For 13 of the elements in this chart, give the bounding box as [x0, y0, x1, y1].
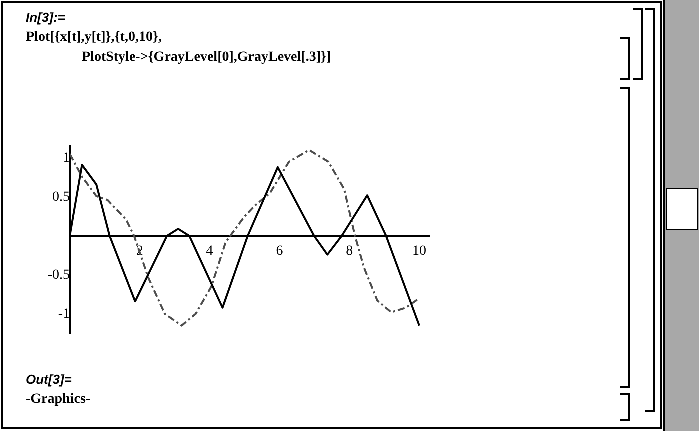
y-tick-label: -0.5 — [48, 268, 70, 283]
x-tick-label: 10 — [412, 244, 427, 260]
x-tick-label: 4 — [206, 244, 214, 260]
text: -Graphics- — [26, 392, 91, 408]
x-tick-label: 6 — [276, 244, 284, 260]
text: Plot[{x[t],y[t]},{t,0,10}, — [26, 30, 162, 46]
y-tick-label: 1 — [63, 150, 70, 166]
x-tick-label: 8 — [346, 244, 354, 260]
y-tick-label: 0.5 — [52, 190, 70, 205]
y-tick-label: -1 — [58, 306, 70, 322]
text: Out[3]= — [26, 372, 72, 387]
text: In[3]:= — [26, 10, 66, 25]
text: PlotStyle->{GrayLevel[0],GrayLevel[.3]}] — [82, 50, 332, 66]
